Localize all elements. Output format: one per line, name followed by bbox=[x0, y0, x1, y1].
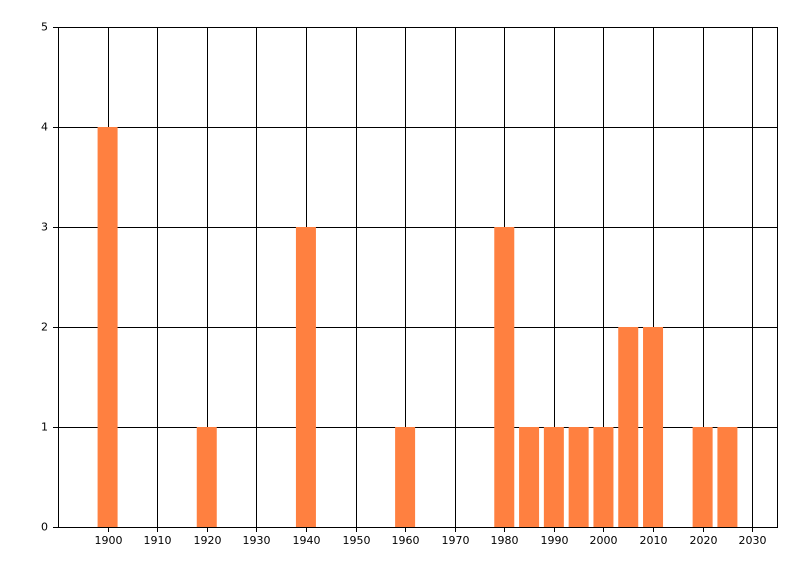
y-tick-label: 4 bbox=[41, 121, 48, 134]
bar bbox=[494, 227, 515, 527]
bar bbox=[395, 427, 416, 527]
bar bbox=[717, 427, 738, 527]
bar bbox=[692, 427, 713, 527]
x-tick-label: 1900 bbox=[95, 534, 123, 547]
y-tick-label: 0 bbox=[41, 521, 48, 534]
y-tick-label: 2 bbox=[41, 321, 48, 334]
x-tick-label: 2010 bbox=[640, 534, 668, 547]
x-tick-label: 2030 bbox=[739, 534, 767, 547]
bar bbox=[593, 427, 614, 527]
x-tick-label: 1940 bbox=[293, 534, 321, 547]
x-tick-label: 1950 bbox=[343, 534, 371, 547]
bar bbox=[196, 427, 217, 527]
x-tick-label: 1980 bbox=[491, 534, 519, 547]
bar bbox=[97, 127, 118, 527]
y-tick-label: 5 bbox=[41, 21, 48, 34]
x-tick-label: 1930 bbox=[243, 534, 271, 547]
bar bbox=[543, 427, 564, 527]
bar bbox=[519, 427, 540, 527]
x-tick-label: 2000 bbox=[590, 534, 618, 547]
x-tick-label: 1960 bbox=[392, 534, 420, 547]
bar bbox=[568, 427, 589, 527]
bar bbox=[295, 227, 316, 527]
x-tick-label: 1970 bbox=[442, 534, 470, 547]
bar bbox=[643, 327, 664, 527]
x-tick-label: 1920 bbox=[194, 534, 222, 547]
x-tick-label: 2020 bbox=[690, 534, 718, 547]
x-tick-label: 1910 bbox=[144, 534, 172, 547]
y-tick-label: 1 bbox=[41, 421, 48, 434]
x-tick-label: 1990 bbox=[541, 534, 569, 547]
y-tick-label: 3 bbox=[41, 221, 48, 234]
bar bbox=[618, 327, 639, 527]
